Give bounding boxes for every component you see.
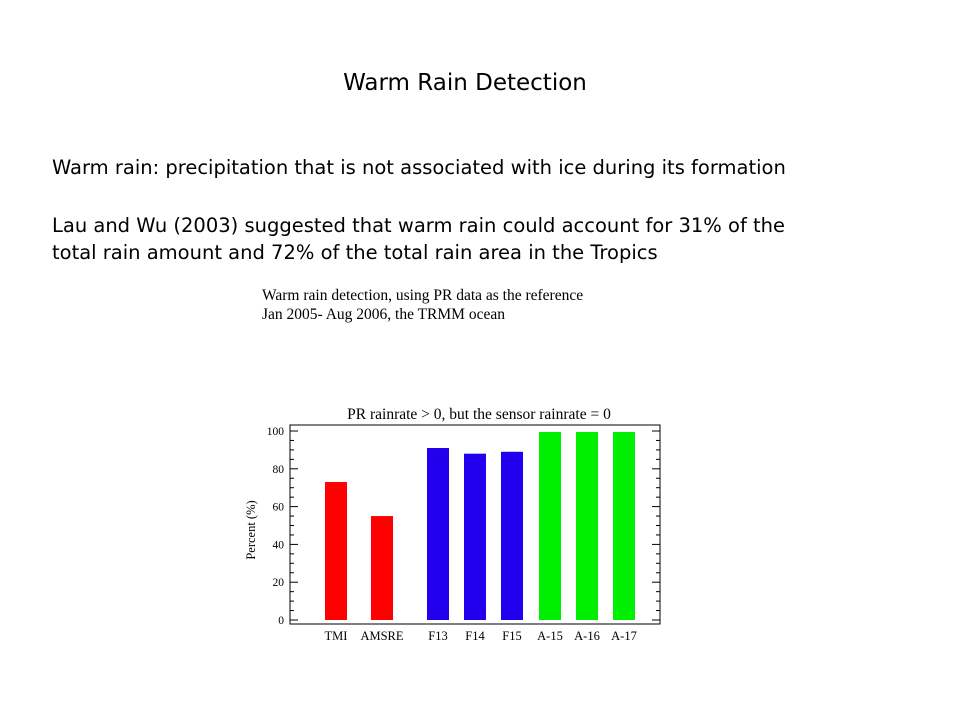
plot-frame	[289, 424, 661, 625]
y-tick-label-60: 60	[273, 502, 285, 514]
y-tick-label-20: 20	[273, 577, 285, 589]
x-tick-label-a-16: A-16	[574, 629, 600, 643]
y-tick-label-40: 40	[273, 539, 285, 551]
figure-caption-line-1: Warm rain detection, using PR data as th…	[262, 287, 584, 304]
warm-rain-definition: Warm rain: precipitation that is not ass…	[52, 156, 786, 179]
y-axis-label: Percent (%)	[244, 500, 258, 559]
lau-wu-statement: Lau and Wu (2003) suggested that warm ra…	[52, 212, 785, 266]
chart-title: PR rainrate > 0, but the sensor rainrate…	[347, 406, 611, 423]
x-tick-label-tmi: TMI	[325, 629, 348, 643]
bar-a-17	[613, 431, 635, 620]
y-tick-label-80: 80	[273, 464, 285, 476]
lau-wu-statement-line-2: total rain amount and 72% of the total r…	[52, 241, 658, 264]
x-tick-label-a-15: A-15	[537, 629, 563, 643]
x-tick-label-amsre: AMSRE	[360, 629, 403, 643]
y-tick-label-0: 0	[278, 615, 284, 627]
x-tick-label-a-17: A-17	[611, 629, 637, 643]
bar-f14	[464, 453, 486, 620]
bar-a-15	[539, 431, 561, 620]
x-tick-label-f14: F14	[465, 629, 485, 643]
x-tick-label-f15: F15	[502, 629, 521, 643]
figure-caption-line-2: Jan 2005- Aug 2006, the TRMM ocean	[262, 306, 505, 323]
bar-f15	[501, 451, 523, 620]
bar-amsre	[371, 516, 393, 620]
bar-a-16	[576, 431, 598, 620]
bar-f13	[427, 448, 449, 620]
bar-tmi	[325, 482, 347, 620]
slide-title: Warm Rain Detection	[343, 70, 587, 96]
y-tick-label-100: 100	[267, 426, 285, 438]
x-tick-label-f13: F13	[428, 629, 447, 643]
lau-wu-statement-line-1: Lau and Wu (2003) suggested that warm ra…	[52, 214, 786, 237]
